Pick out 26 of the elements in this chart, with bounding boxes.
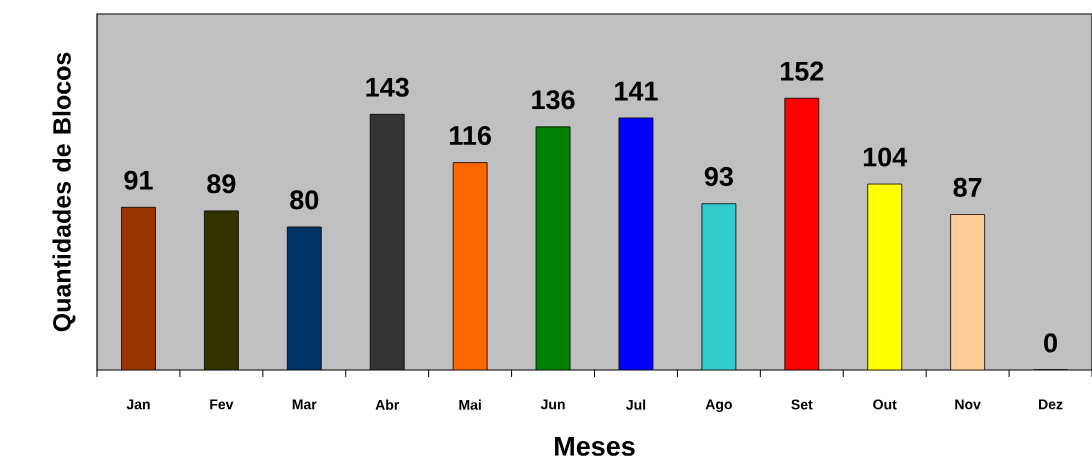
data-label: 89 <box>207 174 236 194</box>
x-tick-label: Mar <box>292 399 317 410</box>
data-label: 104 <box>863 147 908 167</box>
x-tick-label: Mai <box>459 399 481 410</box>
data-label: 136 <box>532 90 575 110</box>
data-label: 91 <box>124 170 153 190</box>
data-label: 0 <box>1044 333 1057 353</box>
data-label: 141 <box>615 81 658 101</box>
x-tick-label: Dez <box>1039 399 1063 410</box>
x-tick-label: Nov <box>955 399 981 410</box>
x-tick-label: Ago <box>705 399 732 413</box>
data-label: 93 <box>704 167 733 187</box>
x-tick-label: Jun <box>540 399 565 410</box>
x-tick-label: Jul <box>626 399 646 410</box>
data-label: 87 <box>953 177 982 197</box>
x-tick-label: Fev <box>210 399 234 410</box>
data-label: 116 <box>450 125 491 146</box>
x-tick-label: Jan <box>126 399 150 410</box>
x-axis-title: Meses <box>555 436 635 456</box>
x-tick-label: Set <box>791 399 813 410</box>
x-tick-label: Out <box>873 399 897 410</box>
y-axis-title: Quantidades de Blocos <box>52 52 76 332</box>
x-tick-label: Abr <box>375 399 400 410</box>
data-label: 143 <box>366 77 409 97</box>
data-label: 152 <box>780 61 824 81</box>
data-label: 80 <box>290 190 319 210</box>
